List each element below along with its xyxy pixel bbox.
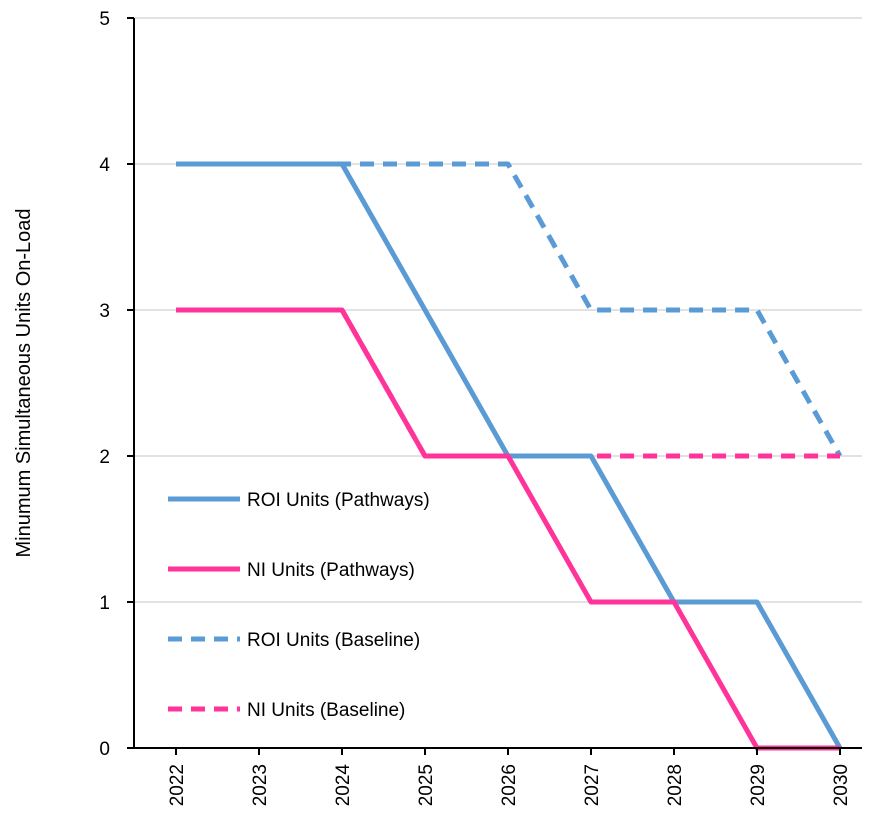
legend-label: ROI Units (Baseline) [247,630,420,651]
x-tick-label: 2030 [831,764,852,806]
y-tick-labels: 0 1 2 3 4 5 [99,9,134,760]
legend-label: ROI Units (Pathways) [247,490,430,511]
legend-label: NI Units (Baseline) [247,700,405,721]
y-tick-label: 4 [99,155,110,176]
series-line-2 [176,161,843,458]
y-tick-label: 0 [99,739,110,760]
y-tick-label: 2 [99,447,110,468]
axes [133,18,862,749]
legend: ROI Units (Pathways) NI Units (Pathways) R… [168,490,430,721]
x-tick-label: 2029 [748,764,769,806]
x-tick-label: 2022 [167,764,188,806]
legend-label: NI Units (Pathways) [247,560,415,581]
x-tick-label: 2026 [499,764,520,806]
x-tick-label: 2028 [665,764,686,806]
y-tick-label: 3 [99,301,110,322]
y-tick-label: 1 [99,593,110,614]
y-tick-label: 5 [99,9,110,30]
x-tick-label: 2023 [250,764,271,806]
x-tick-label: 2027 [582,764,603,806]
series-line-1 [176,307,840,751]
y-axis-title: Minumum Simultaneous Units On-Load [13,208,35,557]
x-tick-label: 2025 [416,764,437,806]
series-line-3 [176,307,840,459]
x-tick-labels: 2022 2023 2024 2025 2026 2027 2028 2029 2030 [167,748,852,806]
x-tick-label: 2024 [333,764,354,807]
series-lines [176,161,843,751]
